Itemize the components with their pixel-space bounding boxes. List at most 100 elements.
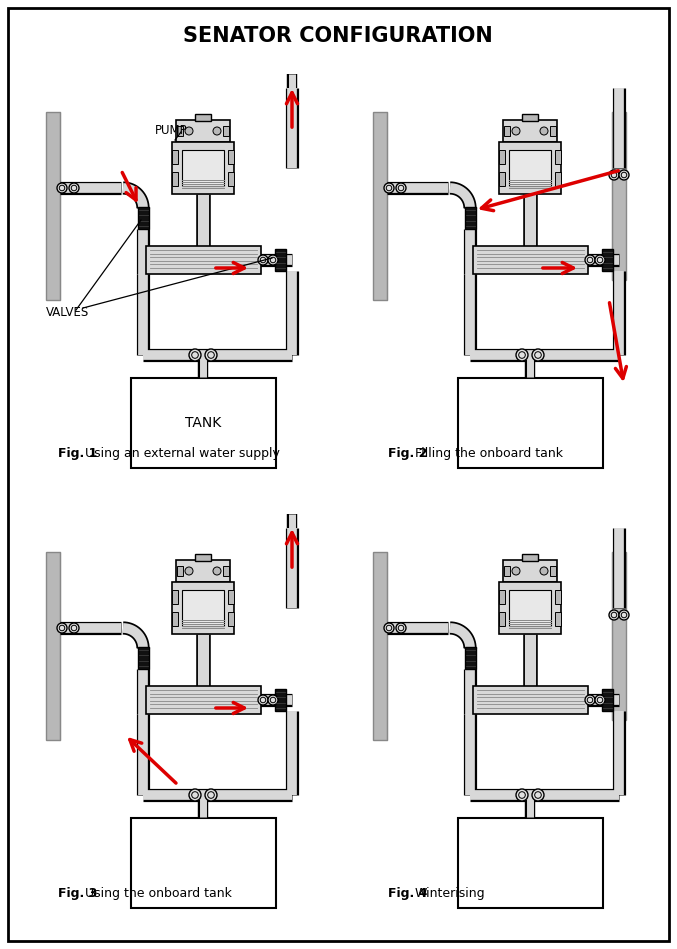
Text: Using the onboard tank: Using the onboard tank bbox=[85, 886, 232, 900]
Bar bbox=[601, 249, 613, 271]
Circle shape bbox=[60, 625, 65, 631]
Circle shape bbox=[185, 567, 193, 575]
Bar bbox=[509, 150, 551, 186]
Circle shape bbox=[595, 695, 605, 705]
Bar bbox=[499, 582, 561, 634]
Circle shape bbox=[512, 127, 520, 135]
Circle shape bbox=[69, 623, 79, 633]
Bar bbox=[499, 150, 505, 164]
Bar bbox=[274, 249, 286, 271]
Circle shape bbox=[611, 612, 617, 618]
Circle shape bbox=[516, 349, 528, 361]
Bar bbox=[223, 126, 229, 136]
Bar bbox=[612, 552, 626, 720]
Bar bbox=[137, 647, 148, 669]
Circle shape bbox=[516, 789, 528, 801]
Bar bbox=[464, 207, 475, 229]
Bar bbox=[228, 150, 234, 164]
Circle shape bbox=[619, 170, 629, 180]
Bar bbox=[499, 172, 505, 186]
Circle shape bbox=[587, 698, 593, 703]
Text: Winterising: Winterising bbox=[415, 886, 485, 900]
Circle shape bbox=[585, 255, 595, 265]
Bar bbox=[176, 120, 230, 142]
Text: TANK: TANK bbox=[185, 416, 221, 430]
Bar bbox=[473, 686, 588, 714]
Bar bbox=[509, 590, 551, 626]
Bar bbox=[555, 150, 561, 164]
Bar bbox=[182, 150, 224, 186]
Bar bbox=[503, 120, 557, 142]
Circle shape bbox=[396, 623, 406, 633]
Bar bbox=[46, 112, 60, 300]
Circle shape bbox=[260, 257, 266, 263]
Circle shape bbox=[270, 257, 276, 263]
Circle shape bbox=[595, 255, 605, 265]
Text: VALVES: VALVES bbox=[46, 306, 89, 319]
Circle shape bbox=[205, 349, 217, 361]
Circle shape bbox=[540, 567, 548, 575]
Circle shape bbox=[609, 170, 619, 180]
Circle shape bbox=[519, 352, 525, 359]
Bar bbox=[464, 647, 475, 669]
Circle shape bbox=[208, 352, 215, 359]
Circle shape bbox=[57, 183, 67, 193]
Circle shape bbox=[535, 791, 542, 798]
Circle shape bbox=[597, 257, 603, 263]
Circle shape bbox=[585, 695, 595, 705]
Circle shape bbox=[189, 789, 201, 801]
Bar bbox=[172, 582, 234, 634]
Text: Filling the onboard tank: Filling the onboard tank bbox=[415, 446, 563, 459]
Circle shape bbox=[208, 791, 215, 798]
Bar bbox=[228, 612, 234, 626]
Bar bbox=[228, 172, 234, 186]
Bar bbox=[172, 150, 178, 164]
Circle shape bbox=[213, 127, 221, 135]
Circle shape bbox=[189, 349, 201, 361]
Bar bbox=[177, 566, 183, 576]
Bar bbox=[458, 378, 603, 468]
Bar bbox=[182, 590, 224, 626]
Bar bbox=[550, 126, 556, 136]
Bar bbox=[499, 590, 505, 604]
Bar bbox=[504, 126, 510, 136]
Bar bbox=[172, 142, 234, 194]
Bar bbox=[612, 112, 626, 280]
Circle shape bbox=[60, 185, 65, 191]
Bar bbox=[172, 612, 178, 626]
Circle shape bbox=[532, 349, 544, 361]
Bar bbox=[274, 689, 286, 711]
Circle shape bbox=[398, 185, 403, 191]
Bar bbox=[555, 612, 561, 626]
Bar bbox=[555, 172, 561, 186]
Circle shape bbox=[519, 791, 525, 798]
Bar bbox=[177, 126, 183, 136]
Bar bbox=[550, 566, 556, 576]
Circle shape bbox=[398, 625, 403, 631]
Bar bbox=[504, 566, 510, 576]
Circle shape bbox=[258, 695, 268, 705]
Bar bbox=[46, 552, 60, 740]
Text: Fig. 3: Fig. 3 bbox=[58, 886, 97, 900]
Circle shape bbox=[532, 789, 544, 801]
Circle shape bbox=[268, 255, 278, 265]
Text: Fig. 4: Fig. 4 bbox=[388, 886, 427, 900]
Bar bbox=[172, 172, 178, 186]
Circle shape bbox=[619, 610, 629, 620]
Circle shape bbox=[205, 789, 217, 801]
Bar bbox=[373, 112, 387, 300]
Circle shape bbox=[192, 791, 198, 798]
Text: Fig. 1: Fig. 1 bbox=[58, 446, 97, 459]
Bar bbox=[223, 566, 229, 576]
Circle shape bbox=[609, 610, 619, 620]
Bar bbox=[195, 114, 211, 121]
Bar bbox=[228, 590, 234, 604]
Bar bbox=[601, 689, 613, 711]
Circle shape bbox=[258, 255, 268, 265]
Bar bbox=[522, 114, 538, 121]
Bar bbox=[373, 552, 387, 740]
Text: Using an external water supply: Using an external water supply bbox=[85, 446, 280, 459]
Bar bbox=[499, 142, 561, 194]
Circle shape bbox=[621, 173, 627, 177]
Bar bbox=[146, 686, 261, 714]
